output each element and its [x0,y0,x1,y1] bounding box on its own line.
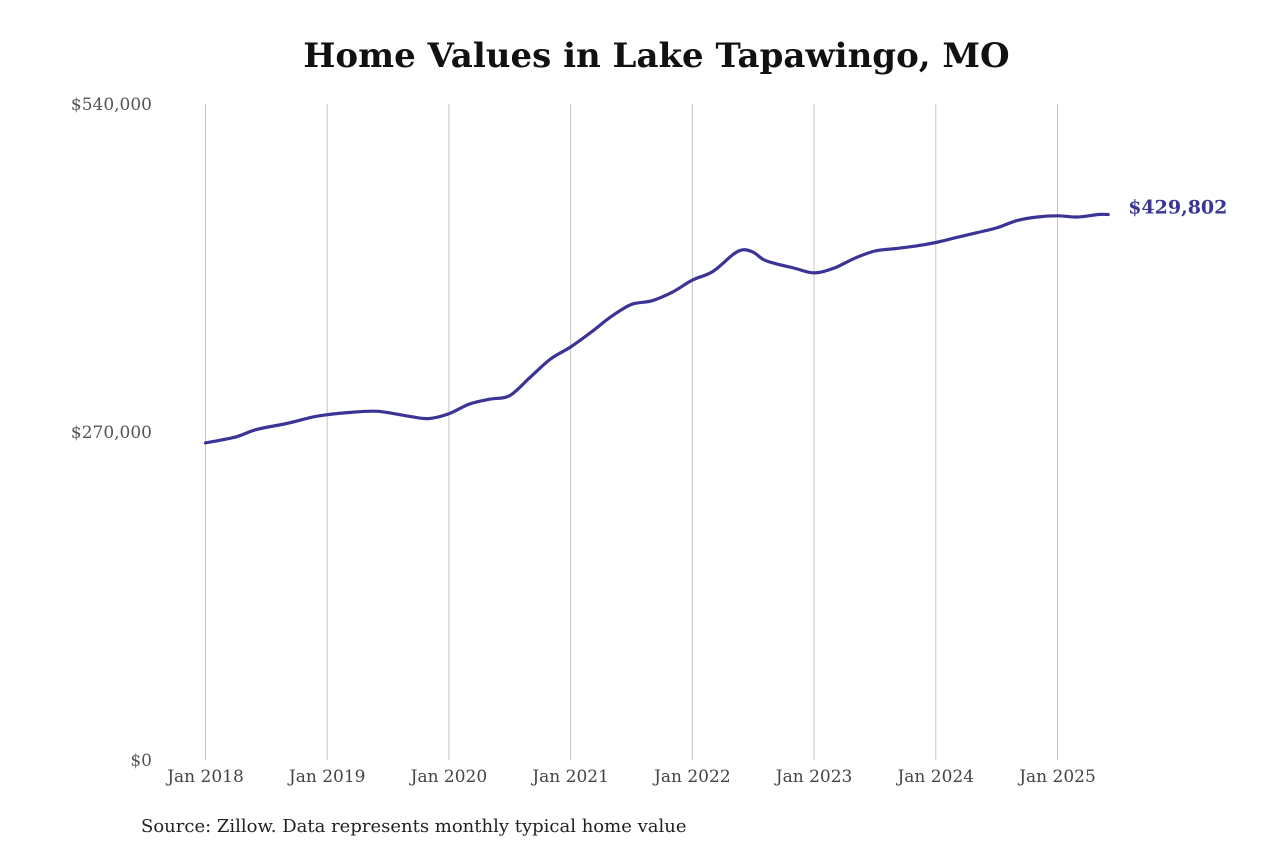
x-tick-label: Jan 2023 [774,767,853,787]
x-axis-ticks: Jan 2018 Jan 2019 Jan 2020 Jan 2021 Jan 2022… [165,767,1096,787]
y-axis-ticks: $0 $270,000 $540,000 [71,95,152,771]
x-tick-label: Jan 2024 [895,767,974,787]
x-tick-label: Jan 2019 [287,767,366,787]
y-tick-label: $540,000 [71,95,152,115]
x-tick-label: Jan 2020 [409,767,488,787]
x-tick-label: Jan 2022 [652,767,731,787]
end-label-layer: $429,802 [1128,197,1227,219]
series-layer [203,212,1110,445]
y-tick-label: $270,000 [71,423,152,443]
x-tick-label: Jan 2021 [530,767,609,787]
y-tick-label: $0 [130,751,152,771]
series-line [203,212,1110,445]
x-tick-label: Jan 2025 [1017,767,1096,787]
x-tick-label: Jan 2018 [165,767,244,787]
end-value-label: $429,802 [1128,197,1227,219]
gridlines [205,104,1058,760]
source-note: Source: Zillow. Data represents monthly … [141,816,687,837]
chart-title: Home Values in Lake Tapawingo, MO [303,36,1010,76]
